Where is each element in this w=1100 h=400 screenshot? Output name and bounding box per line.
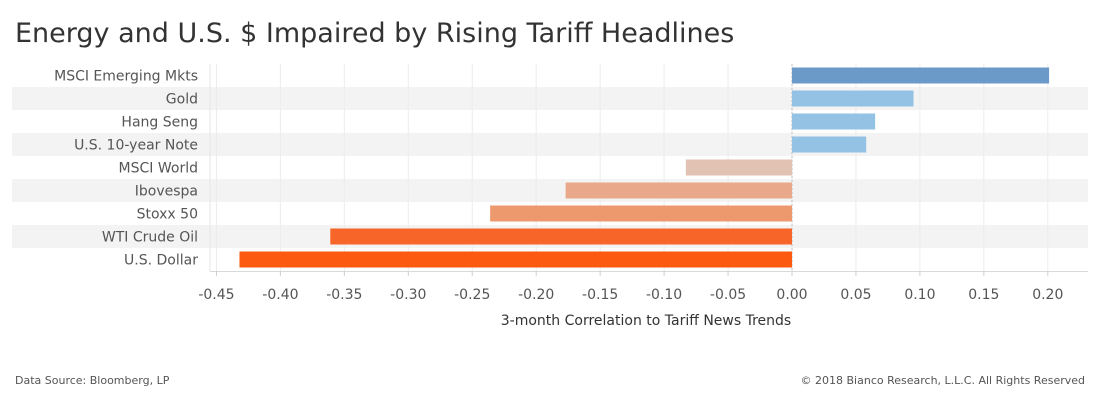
category-label: Stoxx 50 xyxy=(137,207,198,223)
category-label: U.S. 10-year Note xyxy=(74,138,198,154)
bar xyxy=(792,67,1050,84)
x-tick-label: -0.25 xyxy=(454,287,490,303)
x-tick-label: 0.05 xyxy=(840,287,871,303)
category-label: U.S. Dollar xyxy=(124,253,198,269)
bar xyxy=(565,182,792,199)
category-label: Gold xyxy=(166,92,198,108)
bar xyxy=(792,113,876,130)
bars xyxy=(239,67,1050,268)
row-band xyxy=(12,179,1088,202)
x-tick-label: 0.15 xyxy=(968,287,999,303)
x-tick-label: -0.20 xyxy=(518,287,554,303)
x-tick-label: 0.10 xyxy=(904,287,935,303)
x-tick-label: 0.20 xyxy=(1032,287,1063,303)
category-label: MSCI Emerging Mkts xyxy=(54,69,198,85)
x-tick-label: -0.15 xyxy=(582,287,618,303)
x-tick-label: -0.05 xyxy=(710,287,746,303)
x-tick-labels: -0.45 -0.40 -0.35 -0.30 -0.25 -0.20 -0.15 -0.10… xyxy=(198,271,1063,303)
x-axis-title: 3-month Correlation to Tariff News Trend… xyxy=(501,313,791,329)
category-label: WTI Crude Oil xyxy=(102,230,198,246)
x-tick-label: 0.00 xyxy=(776,287,807,303)
category-label: Ibovespa xyxy=(135,184,198,200)
x-tick-label: -0.30 xyxy=(390,287,426,303)
copyright-note: © 2018 Bianco Research, L.L.C. All Right… xyxy=(800,374,1085,387)
data-source-note: Data Source: Bloomberg, LP xyxy=(15,374,170,387)
bar xyxy=(330,228,792,245)
bar xyxy=(490,205,792,222)
x-tick-label: -0.10 xyxy=(646,287,682,303)
bar xyxy=(792,90,914,107)
x-tick-label: -0.35 xyxy=(326,287,362,303)
bar xyxy=(685,159,792,176)
bar xyxy=(792,136,867,153)
chart-title: Energy and U.S. $ Impaired by Rising Tar… xyxy=(15,18,735,49)
x-tick-label: -0.45 xyxy=(198,287,234,303)
category-labels: MSCI Emerging Mkts Gold Hang Seng U.S. 10-y… xyxy=(54,69,198,269)
category-label: Hang Seng xyxy=(121,115,198,131)
x-tick-label: -0.40 xyxy=(262,287,298,303)
bar xyxy=(239,251,793,268)
category-label: MSCI World xyxy=(119,161,198,177)
